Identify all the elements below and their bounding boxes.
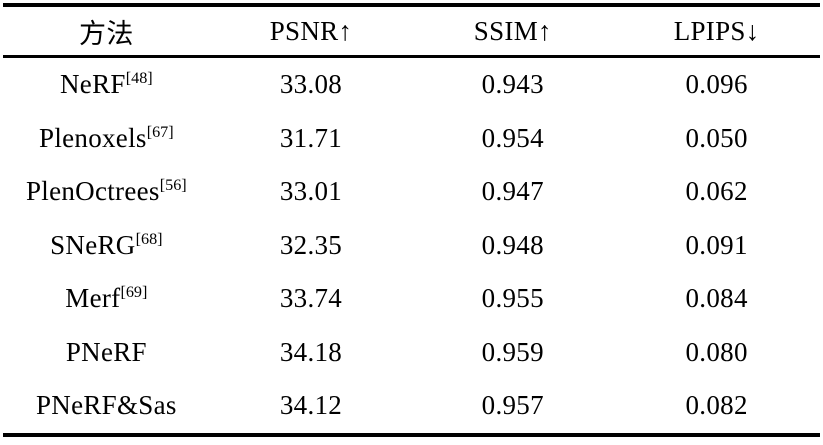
table-row: SNeRG[68] 32.35 0.948 0.091 bbox=[3, 219, 820, 273]
table-row: Merf[69] 33.74 0.955 0.084 bbox=[3, 272, 820, 326]
method-cell: SNeRG[68] bbox=[3, 219, 210, 273]
table-row: PNeRF 34.18 0.959 0.080 bbox=[3, 326, 820, 380]
psnr-cell: 33.74 bbox=[279, 283, 343, 314]
citation-ref: [56] bbox=[159, 176, 187, 195]
psnr-cell: 33.08 bbox=[279, 69, 343, 100]
citation-ref: [68] bbox=[135, 229, 163, 248]
ssim-cell: 0.943 bbox=[481, 69, 544, 100]
ssim-cell: 0.954 bbox=[481, 122, 544, 153]
citation-ref: [48] bbox=[125, 69, 153, 88]
header-method: 方法 bbox=[3, 5, 210, 58]
lpips-cell: 0.091 bbox=[685, 229, 748, 260]
header-ssim: SSIM↑ bbox=[412, 5, 614, 58]
method-cell: PNeRF&Sas bbox=[3, 379, 210, 435]
psnr-cell: 32.35 bbox=[279, 229, 343, 260]
ssim-cell: 0.957 bbox=[481, 390, 544, 421]
table-header: 方法 PSNR↑ SSIM↑ LPIPS↓ bbox=[3, 5, 820, 58]
method-cell: NeRF[48] bbox=[3, 57, 210, 112]
citation-ref: [69] bbox=[120, 283, 148, 302]
method-name: PNeRF&Sas bbox=[35, 390, 177, 421]
table-row: PlenOctrees[56] 33.01 0.947 0.062 bbox=[3, 165, 820, 219]
lpips-cell: 0.080 bbox=[685, 336, 748, 367]
method-name: SNeRG bbox=[50, 229, 136, 260]
lpips-cell: 0.062 bbox=[685, 176, 748, 207]
method-name: Plenoxels bbox=[39, 122, 147, 153]
ssim-cell: 0.955 bbox=[481, 283, 544, 314]
table-row: NeRF[48] 33.08 0.943 0.096 bbox=[3, 57, 820, 112]
ssim-cell: 0.947 bbox=[481, 176, 544, 207]
psnr-cell: 34.18 bbox=[279, 336, 343, 367]
ssim-cell: 0.959 bbox=[481, 336, 544, 367]
psnr-cell: 33.01 bbox=[279, 176, 343, 207]
citation-ref: [67] bbox=[146, 122, 174, 141]
method-name: Merf bbox=[65, 283, 121, 314]
lpips-cell: 0.050 bbox=[685, 122, 748, 153]
method-cell: PNeRF bbox=[3, 326, 210, 380]
lpips-cell: 0.096 bbox=[685, 69, 748, 100]
table-row: Plenoxels[67] 31.71 0.954 0.050 bbox=[3, 112, 820, 166]
method-name: PNeRF bbox=[65, 336, 147, 367]
method-name: PlenOctrees bbox=[25, 176, 160, 207]
method-cell: PlenOctrees[56] bbox=[3, 165, 210, 219]
method-name: NeRF bbox=[60, 69, 126, 100]
results-table: 方法 PSNR↑ SSIM↑ LPIPS↓ NeRF[48] 33.08 0.9… bbox=[3, 3, 820, 437]
lpips-cell: 0.082 bbox=[685, 390, 748, 421]
header-row: 方法 PSNR↑ SSIM↑ LPIPS↓ bbox=[3, 5, 820, 58]
header-lpips: LPIPS↓ bbox=[613, 5, 820, 58]
psnr-cell: 31.71 bbox=[279, 122, 343, 153]
header-psnr: PSNR↑ bbox=[209, 5, 413, 58]
table-body: NeRF[48] 33.08 0.943 0.096 Plenoxels[67]… bbox=[3, 57, 820, 435]
psnr-cell: 34.12 bbox=[279, 390, 343, 421]
lpips-cell: 0.084 bbox=[685, 283, 748, 314]
table-row: PNeRF&Sas 34.12 0.957 0.082 bbox=[3, 379, 820, 435]
method-cell: Plenoxels[67] bbox=[3, 112, 210, 166]
method-cell: Merf[69] bbox=[3, 272, 210, 326]
ssim-cell: 0.948 bbox=[481, 229, 544, 260]
